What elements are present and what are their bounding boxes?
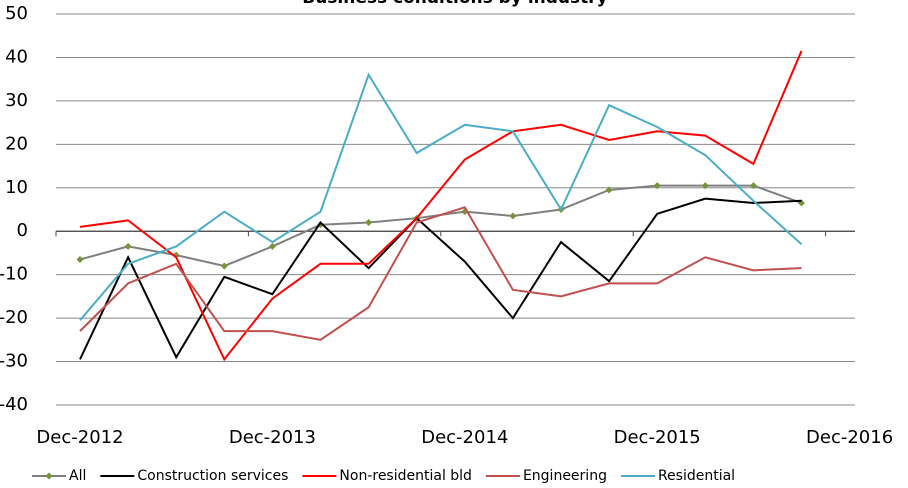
chart-title: Business conditions by industry bbox=[302, 0, 608, 8]
marker bbox=[701, 182, 709, 190]
legend-label: Engineering bbox=[523, 468, 607, 484]
y-tick-label: 10 bbox=[5, 177, 28, 198]
y-tick-label: -10 bbox=[0, 264, 28, 285]
legend-marker bbox=[45, 472, 53, 480]
marker bbox=[365, 219, 373, 227]
y-tick-label: 40 bbox=[5, 46, 28, 67]
x-tick-label: Dec-2015 bbox=[614, 427, 701, 448]
series-line bbox=[79, 197, 802, 360]
y-tick-label: -30 bbox=[0, 351, 28, 372]
x-tick-label: Dec-2013 bbox=[229, 427, 316, 448]
marker bbox=[268, 242, 276, 250]
y-tick-label: 20 bbox=[5, 133, 28, 154]
series-line bbox=[79, 206, 802, 341]
y-tick-label: 50 bbox=[5, 3, 28, 24]
series-line bbox=[79, 72, 803, 321]
marker bbox=[76, 255, 84, 263]
series-line bbox=[79, 50, 803, 362]
series-line bbox=[79, 184, 802, 268]
y-tick-label: 0 bbox=[17, 220, 28, 241]
legend-label: Non-residential bld bbox=[339, 468, 472, 484]
marker bbox=[749, 182, 757, 190]
marker bbox=[124, 242, 132, 250]
y-tick-label: -40 bbox=[0, 394, 28, 415]
legend-label: All bbox=[69, 468, 86, 484]
y-tick-label: -20 bbox=[0, 307, 28, 328]
marker bbox=[605, 186, 613, 194]
marker bbox=[220, 262, 228, 270]
legend-label: Residential bbox=[658, 468, 735, 484]
y-tick-label: 30 bbox=[5, 90, 28, 111]
x-tick-label: Dec-2012 bbox=[36, 427, 123, 448]
x-tick-label: Dec-2014 bbox=[421, 427, 508, 448]
x-tick-label: Dec-2016 bbox=[806, 427, 893, 448]
marker bbox=[509, 212, 517, 220]
marker bbox=[653, 182, 661, 190]
legend-label: Construction services bbox=[137, 468, 288, 484]
